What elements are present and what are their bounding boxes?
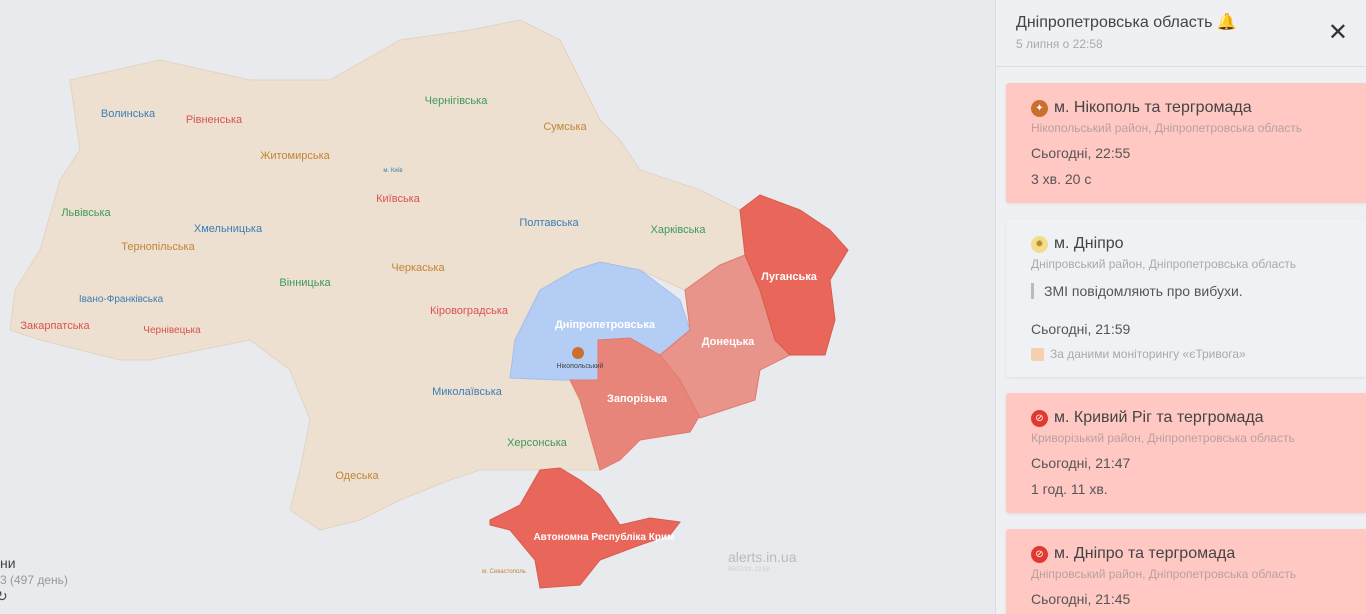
label-volyn: Волинська xyxy=(101,108,156,120)
card-time: Сьогодні, 22:55 xyxy=(1031,145,1131,161)
label-kirovohrad: Кіровоградська xyxy=(430,305,509,317)
label-kharkiv: Харківська xyxy=(651,224,707,236)
region-crimea[interactable] xyxy=(489,467,681,589)
card-subtitle: Дніпровський район, Дніпропетровська обл… xyxy=(1031,567,1297,581)
label-khmelnytskyi: Хмельницька xyxy=(194,223,263,235)
card-duration: 3 хв. 20 с xyxy=(1031,171,1092,187)
label-cherkasy: Черкаська xyxy=(391,262,445,274)
label-odesa: Одеська xyxy=(335,470,379,482)
card-title: м. Кривий Ріг та тергромада xyxy=(1054,409,1264,426)
label-kherson: Херсонська xyxy=(507,437,568,449)
panel-date: 5 липня о 22:58 xyxy=(1016,37,1103,51)
card-title: м. Дніпро xyxy=(1054,235,1124,252)
label-mykolaiv: Миколаївська xyxy=(432,386,503,398)
label-sevastopol: м. Севастополь xyxy=(482,569,526,575)
panel-header: Дніпропетровська область 🔔 5 липня о 22:… xyxy=(996,0,1366,67)
label-chernivtsi: Чернівецька xyxy=(143,325,201,336)
artillery-icon: ✦ xyxy=(1031,99,1048,117)
label-zaporizhzhia: Запорізька xyxy=(607,393,668,405)
card-title: м. Дніпро та тергромада xyxy=(1054,545,1236,562)
etryvoga-icon xyxy=(1031,347,1044,361)
region-luhansk[interactable] xyxy=(739,194,849,356)
info-card[interactable]: ✹ м. Дніпро Дніпровський район, Дніпропет… xyxy=(1006,219,1366,377)
label-chernihiv: Чернігівська xyxy=(425,95,489,107)
close-button[interactable]: ✕ xyxy=(1327,19,1348,46)
card-subtitle: Дніпровський район, Дніпропетровська обл… xyxy=(1031,257,1297,271)
label-poltava: Полтавська xyxy=(519,217,579,229)
watermark: alerts.in.ua xyxy=(728,549,797,565)
card-quote: ЗМІ повідомляють про вибухи. xyxy=(1031,283,1342,299)
card-time: Сьогодні, 21:47 xyxy=(1031,455,1131,471)
card-title: м. Нікополь та тергромада xyxy=(1054,99,1252,116)
ukraine-map[interactable]: Волинська Рівненська Житомирська Чернігі… xyxy=(0,0,995,614)
artillery-marker-icon[interactable] xyxy=(572,347,584,359)
label-zhytomyr: Житомирська xyxy=(260,150,330,162)
label-donetsk: Донецька xyxy=(702,336,755,348)
card-subtitle: Нікопольський район, Дніпропетровська об… xyxy=(1031,121,1303,135)
region-panel: Дніпропетровська область 🔔 5 липня о 22:… xyxy=(995,0,1366,614)
label-rivne: Рівненська xyxy=(186,114,243,126)
missile-icon: ⊘ xyxy=(1031,409,1048,427)
missile-icon: ⊘ xyxy=(1031,545,1048,563)
label-zakarpattia: Закарпатська xyxy=(20,320,90,332)
bell-icon[interactable]: 🔔 xyxy=(1216,14,1237,31)
card-source[interactable]: За даними моніторингу «єТривога» xyxy=(1050,347,1246,361)
alert-card[interactable]: ⊘ м. Дніпро та тергромада Дніпровський ра… xyxy=(1006,529,1366,614)
watermark-date: 05/07/23, 22:58 xyxy=(728,567,770,573)
card-time: Сьогодні, 21:45 xyxy=(1031,591,1131,607)
label-dnipropetrovsk: Дніпропетровська xyxy=(555,319,656,331)
label-kyiv-city: м. Київ xyxy=(383,168,402,174)
alert-card[interactable]: ⊘ м. Кривий Ріг та тергромада Криворізьки… xyxy=(1006,393,1366,513)
label-crimea: Автономна Республіка Крим xyxy=(533,531,674,543)
alert-card[interactable]: ✦ м. Нікополь та тергромада Нікопольський… xyxy=(1006,83,1366,203)
label-sumy: Сумська xyxy=(543,121,587,133)
war-days-count: 3 (497 день) xyxy=(0,573,68,587)
label-lviv: Львівська xyxy=(61,207,111,219)
label-vinnytsia: Вінницька xyxy=(279,277,331,289)
label-nikopol: Нікопольський xyxy=(557,362,604,370)
card-subtitle: Криворізький район, Дніпропетровська обл… xyxy=(1031,431,1295,445)
war-days-title: ни xyxy=(0,555,16,571)
label-kyiv: Київська xyxy=(376,193,421,205)
refresh-icon[interactable]: ↻ xyxy=(0,588,8,604)
explosion-icon: ✹ xyxy=(1031,235,1048,253)
panel-title: Дніпропетровська область xyxy=(1016,14,1213,31)
label-luhansk: Луганська xyxy=(761,271,818,283)
card-time: Сьогодні, 21:59 xyxy=(1031,321,1131,337)
card-duration: 1 год. 11 хв. xyxy=(1031,481,1108,497)
label-ternopil: Тернопільська xyxy=(121,241,195,253)
label-ivano-frankivsk: Івано-Франківська xyxy=(79,294,164,305)
